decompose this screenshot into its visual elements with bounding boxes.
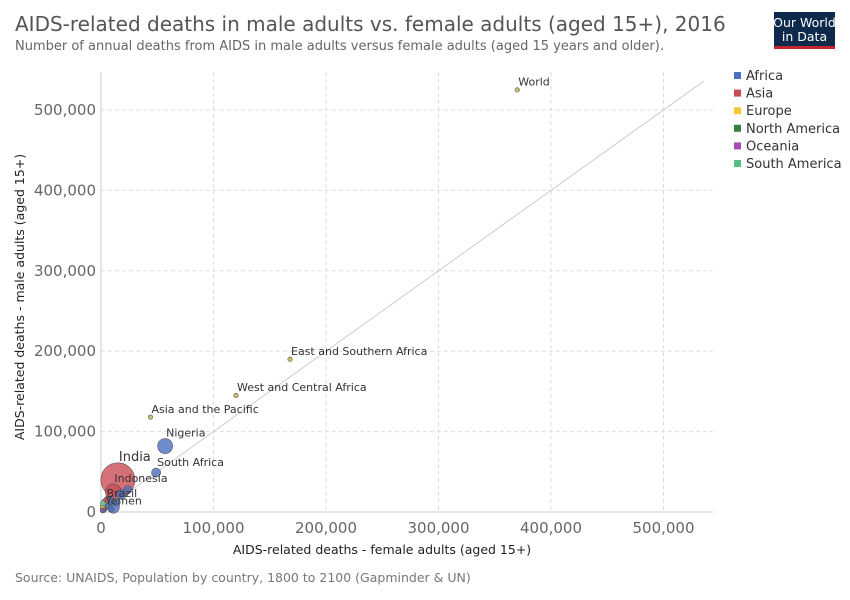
x-tick-label-5: 500,000: [632, 519, 694, 537]
legend-label: Europe: [746, 104, 792, 119]
legend: Africa Asia Europe North America Oceania Sout…: [734, 69, 842, 172]
legend-label: South America: [746, 157, 842, 172]
legend-item-south-america[interactable]: South America: [734, 157, 842, 172]
owid-logo-box: [774, 12, 835, 46]
legend-swatch: [734, 124, 741, 132]
point-label-world: World: [518, 76, 550, 89]
point-15[interactable]: [103, 496, 110, 504]
point-label-brazil: Brazil: [107, 487, 138, 500]
y-tick-label-1: 100,000: [34, 423, 96, 441]
point-14[interactable]: [112, 498, 121, 507]
legend-item-north-america[interactable]: North America: [734, 122, 840, 137]
owid-logo-line2: in Data: [782, 29, 827, 44]
legend-label: Asia: [746, 87, 773, 102]
point-east-and-southern-africa[interactable]: [287, 356, 293, 362]
point-label-yemen: Yemen: [104, 494, 142, 507]
legend-item-oceania[interactable]: Oceania: [734, 139, 799, 154]
y-tick-label-3: 300,000: [34, 262, 96, 280]
legend-swatch: [734, 89, 741, 97]
legend-item-asia[interactable]: Asia: [734, 87, 773, 102]
source-note: Source: UNAIDS, Population by country, 1…: [15, 570, 471, 585]
y-tick-label-2: 200,000: [34, 342, 96, 360]
point-label-india: India: [119, 450, 151, 465]
owid-logo[interactable]: Our World in Data: [773, 12, 836, 49]
reference-line-layer: [100, 80, 705, 513]
point-label-nigeria: Nigeria: [166, 427, 205, 440]
chart-subtitle: Number of annual deaths from AIDS in mal…: [15, 39, 664, 54]
point-asia-and-the-pacific[interactable]: [148, 414, 154, 420]
point-west-and-central-africa[interactable]: [233, 392, 239, 398]
point-world[interactable]: [514, 87, 520, 93]
owid-logo-line1: Our World: [773, 15, 836, 30]
x-tick-label-0: 0: [96, 519, 106, 537]
point-12[interactable]: [123, 485, 133, 494]
legend-label: Africa: [746, 69, 783, 84]
x-tick-label-2: 200,000: [295, 519, 357, 537]
legend-swatch: [734, 142, 741, 150]
point-label-asia-and-the-pacific: Asia and the Pacific: [152, 403, 259, 416]
x-tick-label-1: 100,000: [182, 519, 244, 537]
y-tick-label-5: 500,000: [34, 101, 96, 119]
y-axis-title: AIDS-related deaths - male adults (aged …: [12, 154, 27, 440]
x-tick-label-3: 300,000: [407, 519, 469, 537]
scatter-points: [99, 87, 520, 514]
y-tick-label-0: 0: [86, 503, 96, 521]
legend-swatch: [734, 72, 741, 79]
legend-swatch: [734, 107, 741, 115]
grid: [101, 72, 713, 512]
point-labels: World East and Southern Africa West and Ce…: [104, 76, 549, 508]
legend-item-africa[interactable]: Africa: [734, 69, 783, 84]
point-label-indonesia: Indonesia: [114, 472, 167, 485]
owid-logo-bar: [774, 46, 835, 49]
legend-item-europe[interactable]: Europe: [734, 104, 792, 119]
point-label-south-africa: South Africa: [157, 456, 224, 469]
legend-label: North America: [746, 122, 840, 137]
point-21[interactable]: [107, 505, 115, 513]
point-label-west-and-central-africa: West and Central Africa: [237, 381, 367, 394]
y-tick-label-4: 400,000: [34, 181, 96, 199]
point-label-east-and-southern-africa: East and Southern Africa: [291, 345, 427, 358]
legend-label: Oceania: [746, 139, 799, 154]
reference-line: [100, 80, 705, 513]
x-axis-title: AIDS-related deaths - female adults (age…: [233, 542, 531, 557]
chart-title: AIDS-related deaths in male adults vs. f…: [15, 12, 726, 36]
point-nigeria[interactable]: [157, 438, 173, 454]
point-11[interactable]: [115, 489, 127, 500]
point-19[interactable]: [99, 508, 105, 514]
point-south-africa[interactable]: [151, 467, 161, 478]
x-tick-label-4: 400,000: [520, 519, 582, 537]
axes: 0 100,000 200,000 300,000 400,000 500,000 0 100…: [34, 72, 713, 537]
legend-swatch: [734, 160, 741, 167]
